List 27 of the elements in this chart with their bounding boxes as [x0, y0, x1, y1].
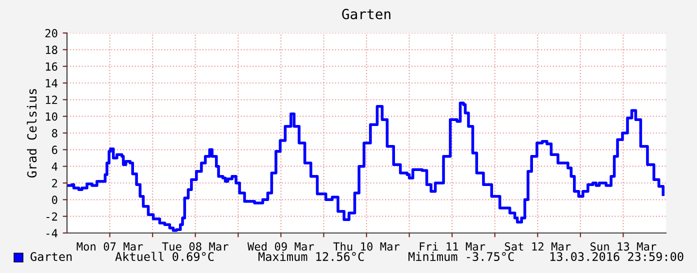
y-tick-label: 16: [46, 62, 58, 71]
x-tick-label: Tue 08 Mar: [162, 242, 228, 251]
y-tick-label: 12: [46, 96, 58, 104]
x-tick-label: Mon 07 Mar: [76, 242, 143, 251]
x-tick-label: Fri 11 Mar: [420, 242, 486, 251]
y-tick-label: 10: [46, 112, 58, 121]
y-tick-label: 2: [52, 179, 58, 188]
y-tick-label: 18: [46, 46, 58, 54]
y-tick-label: 0: [52, 196, 58, 204]
text: Maximum 12.56°C: [258, 252, 364, 262]
x-tick-label: Sun 13 Mar: [590, 242, 656, 251]
y-tick-label: 8: [52, 129, 58, 138]
legend-label: Garten: [30, 252, 72, 262]
x-tick-label: Wed 09 Mar: [247, 242, 314, 251]
text: 13.03.2016 23:59:00: [550, 252, 684, 262]
y-axis-title: Grad Celsius: [26, 89, 37, 178]
x-tick-label: Thu 10 Mar: [333, 242, 400, 251]
y-tick-label: -2: [46, 212, 58, 221]
text: Aktuell 0.69°C: [115, 252, 214, 262]
x-tick-label: Sat 12 Mar: [504, 242, 571, 251]
y-tick-label: 6: [52, 146, 58, 154]
y-tick-label: 4: [52, 162, 58, 171]
y-tick-label: 14: [46, 79, 58, 88]
y-tick-label: 20: [45, 29, 58, 38]
chart-title: Garten: [342, 8, 390, 20]
y-tick-label: -4: [46, 229, 58, 238]
text: Minimum -3.75°C: [408, 252, 514, 262]
